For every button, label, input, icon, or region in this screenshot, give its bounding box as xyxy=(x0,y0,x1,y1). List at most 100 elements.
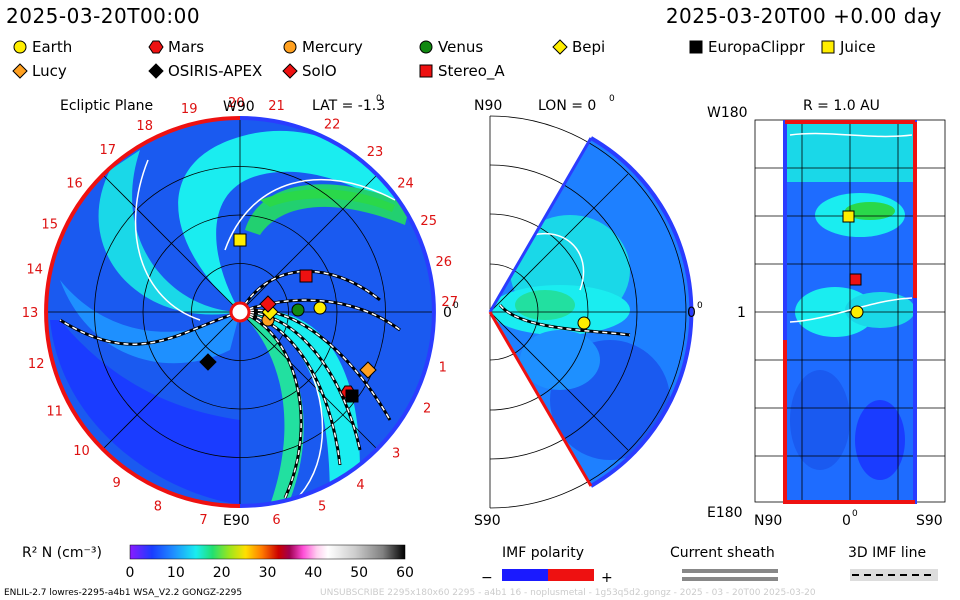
mars-marker-icon xyxy=(148,40,164,54)
carrington-label: 14 xyxy=(26,262,43,277)
label-radial-one: 1 xyxy=(737,305,746,321)
carrington-label: 7 xyxy=(199,513,207,528)
bepi-marker-icon xyxy=(552,39,568,55)
imf-positive-swatch xyxy=(548,569,594,581)
carrington-label: 11 xyxy=(46,405,63,420)
legend-item-lucy: Lucy xyxy=(12,62,67,80)
spacecraft-osiris-apex xyxy=(199,353,217,371)
carrington-label: 24 xyxy=(397,177,414,192)
imf-negative-swatch xyxy=(502,569,548,581)
imf3d-label: 3D IMF line xyxy=(848,545,926,561)
meridional-grid xyxy=(489,115,687,509)
lucy-marker-icon xyxy=(12,63,28,79)
carrington-label: 19 xyxy=(181,102,198,117)
carrington-label: 1 xyxy=(439,360,447,375)
osiris-apex-marker-icon xyxy=(148,63,164,79)
colorbar-tick-label: 0 xyxy=(126,565,135,581)
carrington-label: 23 xyxy=(367,145,384,160)
legend-label: Lucy xyxy=(32,62,67,80)
label-e180: E180 xyxy=(707,505,743,521)
spacecraft-juice xyxy=(233,233,247,247)
europaclippr-marker-icon xyxy=(689,40,703,54)
current-sheath-legend: Current sheath xyxy=(670,545,778,581)
legend-label: SolO xyxy=(302,62,337,80)
carrington-label: 3 xyxy=(392,447,400,462)
label-lat: LAT = -1.3 xyxy=(312,98,385,114)
legend-item-mars: Mars xyxy=(148,38,204,56)
imf-minus: − xyxy=(481,570,493,586)
radial-juice-marker xyxy=(842,210,855,223)
label-w90: W90 xyxy=(223,99,255,115)
carrington-label: 17 xyxy=(100,143,117,158)
imf-polarity-border-positive xyxy=(239,116,436,508)
juice-marker-icon xyxy=(821,40,835,54)
legend-item-juice: Juice xyxy=(820,38,876,56)
carrington-label: 25 xyxy=(420,214,437,229)
radial-earth-marker xyxy=(850,305,864,319)
radial-panel: W180 E180 R = 1.0 AU 1 N90 0 0 S90 xyxy=(707,98,946,529)
legend-label: Venus xyxy=(438,38,484,56)
legend-item-earth: Earth xyxy=(12,38,72,56)
spacecraft-earth xyxy=(313,301,327,315)
carrington-label: 12 xyxy=(28,357,45,372)
legend-label: Mars xyxy=(168,38,205,56)
meridional-panel: N90 S90 LON = 0 0 0 0 xyxy=(474,94,703,529)
current-sheath-label: Current sheath xyxy=(670,545,775,561)
carrington-label: 27 xyxy=(441,295,458,310)
carrington-label: 2 xyxy=(423,401,431,416)
label-lon: LON = 0 xyxy=(538,98,596,114)
carrington-label: 13 xyxy=(22,306,39,321)
label-lat-degree: 0 xyxy=(376,94,382,104)
legend-item-solo: SolO xyxy=(282,62,337,80)
label-radius: R = 1.0 AU xyxy=(803,98,880,114)
simulation-time: 2025-03-20T00:00 xyxy=(6,4,201,28)
label-w180: W180 xyxy=(707,105,748,121)
radial-density xyxy=(785,122,915,480)
label-mer-zero: 0 xyxy=(687,305,696,321)
carrington-label: 15 xyxy=(41,217,58,232)
carrington-label: 22 xyxy=(324,117,341,132)
label-ecl-zero-degree: 0 xyxy=(453,301,459,311)
radial-stereo-a-marker xyxy=(849,273,862,286)
imf3d-legend: 3D IMF line xyxy=(848,545,938,581)
label-mer-zero-degree: 0 xyxy=(697,301,703,311)
label-n90: N90 xyxy=(474,98,502,114)
legend-label: Mercury xyxy=(302,38,363,56)
elapsed-time: 2025-03-20T00 +0.00 day xyxy=(665,4,942,28)
venus-marker-icon xyxy=(419,40,433,54)
ecliptic-title: Ecliptic Plane xyxy=(60,98,153,114)
sheath-swatch-top xyxy=(682,569,778,573)
carrington-label: 5 xyxy=(318,499,326,514)
colorbar: R² N (cm⁻³) 0 10 20 30 40 50 60 xyxy=(22,544,414,581)
legend-item-stereo-a: Stereo_A xyxy=(418,62,505,80)
sector-boundary xyxy=(224,179,396,251)
earth-marker-icon xyxy=(13,40,27,54)
sun-marker xyxy=(229,301,251,323)
legend-label: Bepi xyxy=(572,38,606,56)
legend-label: EuropaClippr xyxy=(708,38,805,56)
spacecraft-europaclippr xyxy=(345,389,359,403)
legend-item-venus: Venus xyxy=(418,38,483,56)
carrington-label: 6 xyxy=(272,513,280,528)
spacecraft-solo xyxy=(259,295,277,313)
legend-label: Earth xyxy=(32,38,73,56)
legend-label: Juice xyxy=(840,38,876,56)
spacecraft-stereo-a xyxy=(299,269,313,283)
carrington-label: 21 xyxy=(268,99,285,114)
carrington-label: 16 xyxy=(66,177,83,192)
legend-label: Stereo_A xyxy=(438,62,505,80)
label-radial-n90: N90 xyxy=(754,513,782,529)
sheath-swatch-bottom xyxy=(682,577,778,581)
mercury-marker-icon xyxy=(283,40,297,54)
solo-marker-icon xyxy=(282,63,298,79)
sector-boundary xyxy=(134,159,201,321)
colorbar-gradient xyxy=(129,544,406,560)
legend-item-bepi: Bepi xyxy=(552,38,605,56)
colorbar-label: R² N (cm⁻³) xyxy=(22,545,102,561)
carrington-label: 10 xyxy=(73,444,90,459)
carrington-label: 20 xyxy=(228,96,245,111)
colorbar-tick-label: 60 xyxy=(396,565,414,581)
label-e90: E90 xyxy=(223,513,250,529)
